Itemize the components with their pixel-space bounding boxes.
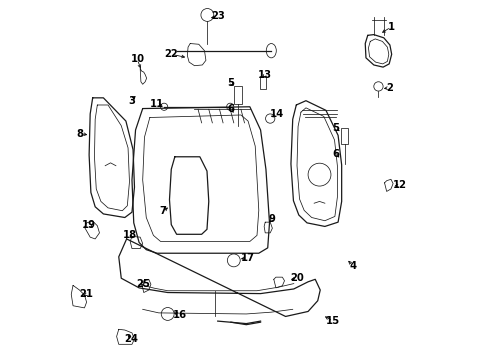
Text: 6: 6 xyxy=(227,104,234,114)
Text: 17: 17 xyxy=(240,253,254,263)
Text: 16: 16 xyxy=(172,310,186,320)
Text: 2: 2 xyxy=(386,83,392,93)
Text: 7: 7 xyxy=(159,206,166,216)
Text: 19: 19 xyxy=(82,220,96,230)
Text: 9: 9 xyxy=(268,213,275,224)
Text: 3: 3 xyxy=(128,96,135,106)
Text: 21: 21 xyxy=(80,289,93,299)
Text: 20: 20 xyxy=(290,273,304,283)
Text: 23: 23 xyxy=(210,12,224,21)
Text: 12: 12 xyxy=(392,180,406,190)
Bar xyxy=(340,128,347,144)
Text: 4: 4 xyxy=(349,261,356,271)
Bar xyxy=(234,86,242,104)
Text: 1: 1 xyxy=(386,22,394,32)
Text: 10: 10 xyxy=(130,54,144,64)
Bar xyxy=(259,76,265,89)
Text: 13: 13 xyxy=(258,69,272,80)
Text: 11: 11 xyxy=(150,99,164,109)
Text: 24: 24 xyxy=(123,334,138,344)
Text: 15: 15 xyxy=(325,316,340,326)
Text: 14: 14 xyxy=(269,109,283,119)
Text: 22: 22 xyxy=(164,49,178,59)
Text: 6: 6 xyxy=(331,149,338,159)
Text: 25: 25 xyxy=(136,279,149,289)
Text: 5: 5 xyxy=(227,78,234,88)
Text: 5: 5 xyxy=(331,123,338,133)
Text: 18: 18 xyxy=(122,230,136,240)
Text: 8: 8 xyxy=(77,129,83,139)
